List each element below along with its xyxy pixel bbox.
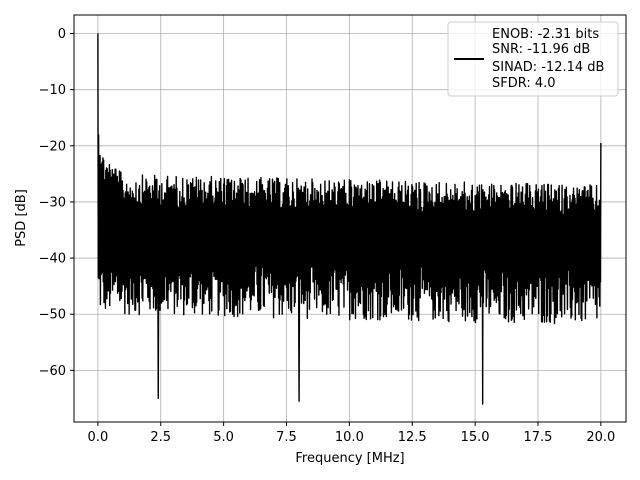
y-tick-label: 0 (58, 27, 66, 42)
legend: ENOB: -2.31 bits SNR: -11.96 dB SINAD: -… (447, 21, 619, 97)
x-axis-label: Frequency [MHz] (295, 451, 404, 466)
legend-enob: ENOB: -2.31 bits (492, 27, 599, 42)
x-tick-label: 17.5 (524, 430, 553, 445)
x-tick-label: 7.5 (276, 430, 297, 445)
x-tick-label: 2.5 (150, 430, 171, 445)
axes-frame (73, 14, 627, 423)
y-axis-label: PSD [dB] (14, 189, 29, 247)
x-tick-label: 0.0 (88, 430, 109, 445)
x-tick-label: 5.0 (213, 430, 234, 445)
y-tick-label: −40 (39, 252, 66, 267)
y-tick-label: −30 (39, 195, 66, 210)
x-axis-ticks: 0.0 2.5 5.0 7.5 10.0 12.5 15.0 17.5 20.0 (88, 422, 615, 445)
x-tick-label: 12.5 (398, 430, 427, 445)
legend-sfdr: SFDR: 4.0 (492, 76, 556, 91)
y-tick-label: −60 (39, 364, 66, 379)
psd-series-line (97, 33, 602, 405)
x-tick-label: 20.0 (586, 430, 615, 445)
x-tick-label: 10.0 (335, 430, 364, 445)
y-tick-label: −20 (39, 139, 66, 154)
legend-box (447, 21, 619, 97)
y-axis-ticks: 0 −10 −20 −30 −40 −50 −60 (39, 27, 74, 379)
y-tick-label: −50 (39, 308, 66, 323)
y-tick-label: −10 (39, 83, 66, 98)
legend-snr: SNR: -11.96 dB (492, 42, 590, 57)
plot-area (97, 33, 602, 405)
x-tick-label: 15.0 (461, 430, 490, 445)
legend-sinad: SINAD: -12.14 dB (492, 60, 604, 75)
